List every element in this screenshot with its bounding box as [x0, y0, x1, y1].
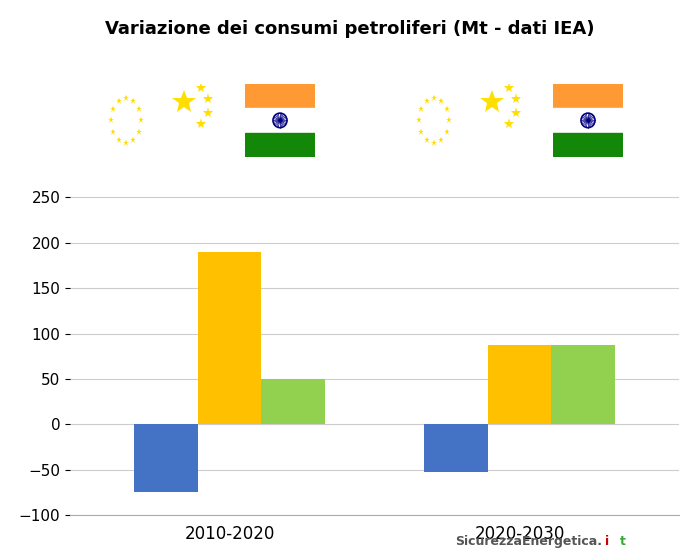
Bar: [261, 379, 326, 424]
Bar: [553, 108, 623, 133]
Bar: [552, 346, 615, 424]
Bar: [245, 108, 315, 133]
Bar: [488, 346, 552, 424]
Bar: [245, 133, 315, 157]
Text: i: i: [605, 535, 609, 548]
Bar: [553, 84, 623, 108]
Text: t: t: [620, 535, 626, 548]
Text: Variazione dei consumi petroliferi (Mt - dati IEA): Variazione dei consumi petroliferi (Mt -…: [105, 20, 595, 38]
Bar: [553, 133, 623, 157]
Bar: [134, 424, 197, 492]
Bar: [197, 252, 261, 424]
Bar: [424, 424, 488, 472]
Bar: [245, 84, 315, 108]
Text: SicurezzaEnergetica.: SicurezzaEnergetica.: [455, 535, 602, 548]
